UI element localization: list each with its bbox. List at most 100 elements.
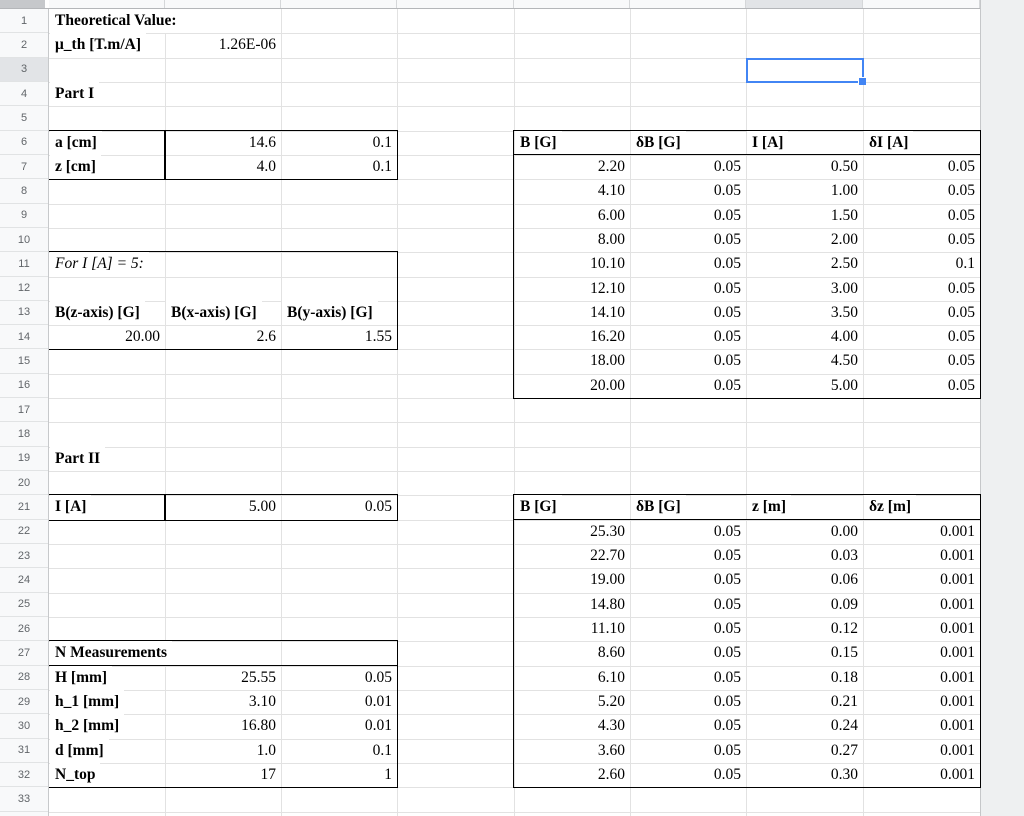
row-header-7[interactable]: 7 bbox=[0, 154, 48, 180]
cell-F30[interactable]: 0.05 bbox=[713, 717, 741, 735]
cell-B13[interactable]: B(x-axis) [G] bbox=[166, 300, 262, 326]
cell-F10[interactable]: 0.05 bbox=[713, 230, 741, 248]
cell-G31[interactable]: 0.27 bbox=[830, 741, 858, 759]
row-header-8[interactable]: 8 bbox=[0, 179, 48, 204]
cell-H31[interactable]: 0.001 bbox=[940, 741, 975, 759]
fill-handle[interactable] bbox=[858, 76, 866, 85]
cell-F21[interactable]: δB [G] bbox=[631, 495, 686, 520]
cell-C6[interactable]: 0.1 bbox=[372, 133, 392, 151]
cell-F8[interactable]: 0.05 bbox=[713, 182, 741, 200]
sheet-corner-box[interactable] bbox=[0, 0, 45, 8]
cell-B29[interactable]: 3.10 bbox=[248, 692, 276, 710]
row-header-11[interactable]: 11 bbox=[0, 252, 48, 277]
row-header-28[interactable]: 28 bbox=[0, 665, 48, 690]
cell-F31[interactable]: 0.05 bbox=[713, 741, 741, 759]
cell-G7[interactable]: 0.50 bbox=[830, 157, 858, 175]
cell-H22[interactable]: 0.001 bbox=[940, 522, 975, 540]
column-header-F[interactable] bbox=[630, 0, 746, 8]
cell-F24[interactable]: 0.05 bbox=[713, 571, 741, 589]
cell-G8[interactable]: 1.00 bbox=[830, 182, 858, 200]
cell-E31[interactable]: 3.60 bbox=[597, 741, 625, 759]
row-header-24[interactable]: 24 bbox=[0, 568, 48, 593]
cell-H8[interactable]: 0.05 bbox=[947, 182, 975, 200]
cell-G21[interactable]: z [m] bbox=[747, 495, 791, 520]
cell-G13[interactable]: 3.50 bbox=[830, 303, 858, 321]
column-header-B[interactable] bbox=[165, 0, 281, 8]
cell-C28[interactable]: 0.05 bbox=[364, 668, 392, 686]
cell-G24[interactable]: 0.06 bbox=[830, 571, 858, 589]
cell-G25[interactable]: 0.09 bbox=[830, 595, 858, 613]
row-header-13[interactable]: 13 bbox=[0, 300, 48, 326]
cell-H16[interactable]: 0.05 bbox=[947, 376, 975, 394]
cell-C13[interactable]: B(y-axis) [G] bbox=[282, 300, 378, 326]
row-header-33[interactable]: 33 bbox=[0, 787, 48, 812]
selected-cell-outline[interactable] bbox=[746, 57, 864, 83]
cell-E24[interactable]: 19.00 bbox=[590, 571, 625, 589]
row-header-25[interactable]: 25 bbox=[0, 592, 48, 617]
row-header-31[interactable]: 31 bbox=[0, 738, 48, 763]
cell-H13[interactable]: 0.05 bbox=[947, 303, 975, 321]
cell-F6[interactable]: δB [G] bbox=[631, 130, 686, 155]
cell-E11[interactable]: 10.10 bbox=[590, 255, 625, 273]
cell-G10[interactable]: 2.00 bbox=[830, 230, 858, 248]
cell-F26[interactable]: 0.05 bbox=[713, 620, 741, 637]
row-header-15[interactable]: 15 bbox=[0, 349, 48, 374]
cell-F32[interactable]: 0.05 bbox=[713, 765, 741, 783]
cell-F16[interactable]: 0.05 bbox=[713, 376, 741, 394]
row-header-30[interactable]: 30 bbox=[0, 714, 48, 739]
column-header-D[interactable] bbox=[397, 0, 514, 8]
row-header-22[interactable]: 22 bbox=[0, 519, 48, 545]
cell-E15[interactable]: 18.00 bbox=[590, 352, 625, 370]
row-header-23[interactable]: 23 bbox=[0, 544, 48, 569]
cell-E30[interactable]: 4.30 bbox=[597, 717, 625, 735]
cell-G27[interactable]: 0.15 bbox=[830, 644, 858, 662]
row-header-6[interactable]: 6 bbox=[0, 130, 48, 155]
cell-F15[interactable]: 0.05 bbox=[713, 352, 741, 370]
cell-E32[interactable]: 2.60 bbox=[597, 765, 625, 783]
cell-E12[interactable]: 12.10 bbox=[590, 279, 625, 297]
cell-G15[interactable]: 4.50 bbox=[830, 352, 858, 370]
cell-A11[interactable]: For I [A] = 5: bbox=[50, 252, 149, 277]
cell-H21[interactable]: δz [m] bbox=[864, 495, 917, 520]
cell-A31[interactable]: d [mm] bbox=[50, 738, 109, 763]
cell-A4[interactable]: Part I bbox=[50, 81, 100, 107]
cell-E23[interactable]: 22.70 bbox=[590, 547, 625, 565]
row-header-19[interactable]: 19 bbox=[0, 446, 48, 472]
cell-E7[interactable]: 2.20 bbox=[597, 157, 625, 175]
row-header-2[interactable]: 2 bbox=[0, 33, 48, 58]
cell-G16[interactable]: 5.00 bbox=[830, 376, 858, 394]
cell-F27[interactable]: 0.05 bbox=[713, 644, 741, 662]
row-header-20[interactable]: 20 bbox=[0, 471, 48, 496]
cell-H23[interactable]: 0.001 bbox=[940, 547, 975, 565]
cell-F7[interactable]: 0.05 bbox=[713, 157, 741, 175]
cell-B30[interactable]: 16.80 bbox=[241, 717, 276, 735]
cell-E21[interactable]: B [G] bbox=[515, 495, 562, 520]
cell-G30[interactable]: 0.24 bbox=[830, 717, 858, 735]
cell-H11[interactable]: 0.1 bbox=[955, 255, 975, 273]
cell-A7[interactable]: z [cm] bbox=[50, 154, 101, 180]
cell-G28[interactable]: 0.18 bbox=[830, 668, 858, 686]
cell-G11[interactable]: 2.50 bbox=[830, 255, 858, 273]
cell-E26[interactable]: 11.10 bbox=[590, 620, 625, 637]
cell-G29[interactable]: 0.21 bbox=[830, 692, 858, 710]
cell-E28[interactable]: 6.10 bbox=[597, 668, 625, 686]
cell-A2[interactable]: μ_th [T.m/A] bbox=[50, 33, 146, 58]
cell-G9[interactable]: 1.50 bbox=[830, 206, 858, 224]
cell-H12[interactable]: 0.05 bbox=[947, 279, 975, 297]
cell-B31[interactable]: 1.0 bbox=[256, 741, 276, 759]
cell-C7[interactable]: 0.1 bbox=[372, 157, 392, 175]
cell-B14[interactable]: 2.6 bbox=[256, 328, 276, 346]
cell-A28[interactable]: H [mm] bbox=[50, 665, 113, 690]
cell-H25[interactable]: 0.001 bbox=[940, 595, 975, 613]
cell-F11[interactable]: 0.05 bbox=[713, 255, 741, 273]
cell-F23[interactable]: 0.05 bbox=[713, 547, 741, 565]
row-header-12[interactable]: 12 bbox=[0, 276, 48, 301]
cell-H26[interactable]: 0.001 bbox=[940, 620, 975, 637]
column-header-A[interactable] bbox=[49, 0, 165, 8]
cell-A1[interactable]: Theoretical Value: bbox=[50, 9, 182, 34]
cell-G6[interactable]: I [A] bbox=[747, 130, 789, 155]
cell-A14[interactable]: 20.00 bbox=[125, 328, 160, 346]
cell-E16[interactable]: 20.00 bbox=[590, 376, 625, 394]
cell-H30[interactable]: 0.001 bbox=[940, 717, 975, 735]
cell-C29[interactable]: 0.01 bbox=[364, 692, 392, 710]
